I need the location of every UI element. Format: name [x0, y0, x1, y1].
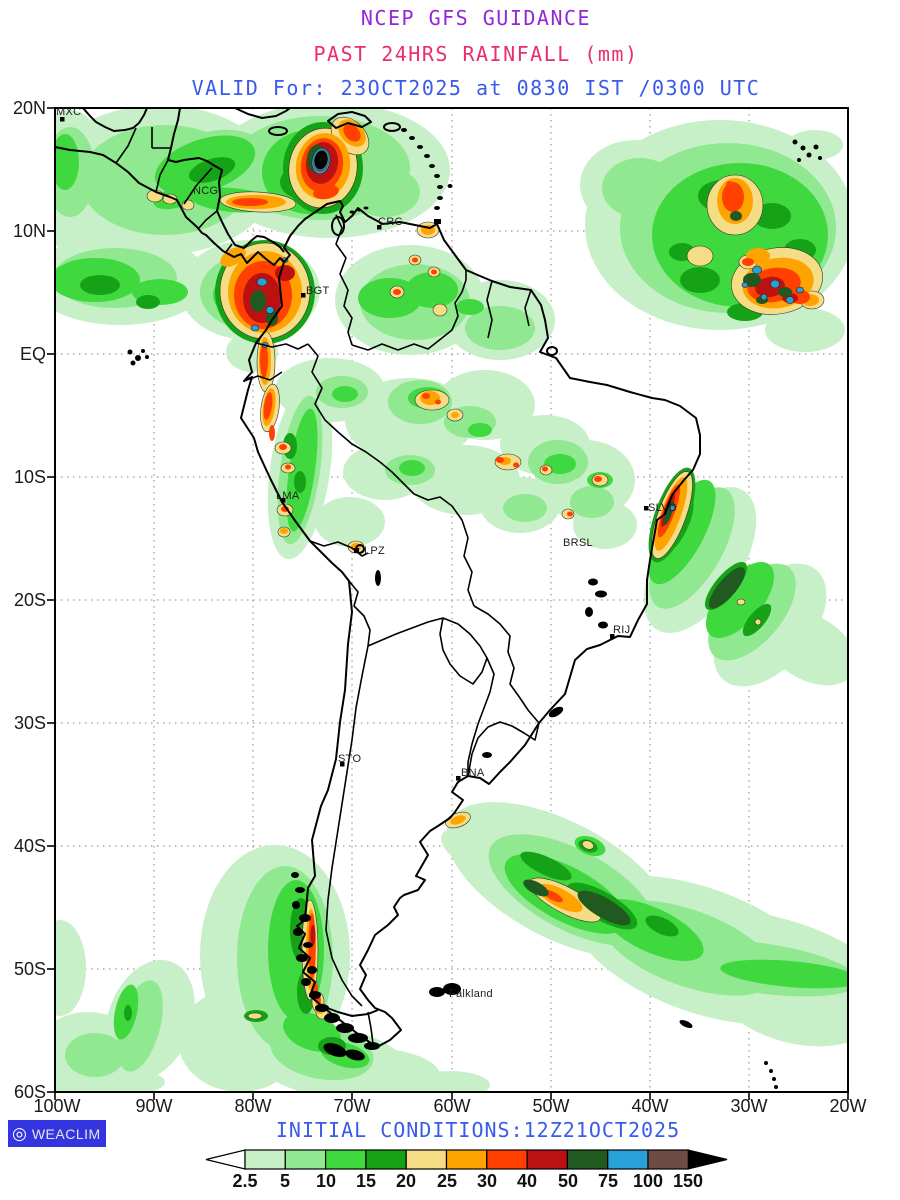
legend-value-30: 30 — [476, 1171, 498, 1191]
hurricane-core — [312, 149, 330, 172]
legend-cell — [445, 1149, 488, 1170]
legend-arrow-right — [687, 1149, 728, 1170]
jamaica — [268, 126, 288, 136]
city-label-brsl: BRSL — [563, 537, 593, 549]
city-label-falkland: Falkland — [449, 988, 493, 1000]
x-tick-60W: 60W — [433, 1096, 471, 1116]
y-tick-50S: 50S — [13, 959, 46, 979]
hispaniola — [327, 111, 372, 129]
city-label-sto: STO — [338, 753, 362, 765]
city-label-ncg: NCG — [193, 185, 219, 197]
legend-arrow-left — [205, 1149, 246, 1170]
city-label-bgt: BGT — [306, 285, 330, 297]
x-tick-70W: 70W — [333, 1096, 371, 1116]
lake-maracaibo — [331, 216, 345, 236]
city-label-mxc: MXC — [56, 106, 82, 118]
legend-cell — [566, 1149, 609, 1170]
legend-cell — [405, 1149, 448, 1170]
magellan-strait — [321, 1005, 379, 1017]
legend-value-25: 25 — [436, 1171, 458, 1191]
city-dots — [60, 117, 649, 781]
legend-cell — [284, 1149, 327, 1170]
y-tick-10S: 10S — [13, 467, 46, 487]
coastlines — [56, 109, 701, 1047]
x-tick-20W: 20W — [829, 1096, 867, 1116]
y-tick-10N: 10N — [12, 221, 46, 241]
city-label-rij: RIJ — [613, 624, 631, 636]
legend-value-75: 75 — [597, 1171, 619, 1191]
y-tick-EQ: EQ — [19, 344, 46, 364]
rainfall-field — [56, 109, 847, 1091]
x-tick-80W: 80W — [234, 1096, 272, 1116]
legend-value-5: 5 — [279, 1171, 290, 1191]
country-borders — [115, 127, 540, 1045]
y-tick-40S: 40S — [13, 836, 46, 856]
gulf-coast — [82, 109, 148, 132]
y-tick-20N: 20N — [12, 98, 46, 118]
south-america-coast — [240, 200, 701, 1047]
logo-circle-icon: ◎ — [12, 1124, 27, 1143]
x-tick-90W: 90W — [135, 1096, 173, 1116]
marajo-island — [546, 346, 558, 356]
weaclim-logo: ◎ WEACLIM — [8, 1120, 106, 1147]
initial-conditions-text: INITIAL CONDITIONS:12Z21OCT2025 — [275, 1118, 681, 1142]
y-tick-30S: 30S — [13, 713, 46, 733]
legend-value-10: 10 — [315, 1171, 337, 1191]
city-label-crc: CRC — [378, 216, 403, 228]
legend-cell — [325, 1149, 367, 1170]
city-label-bna: BNA — [461, 767, 485, 779]
central-america-caribbean — [167, 109, 285, 253]
logo-text: WEACLIM — [31, 1125, 101, 1142]
legend-cell — [365, 1149, 407, 1170]
legend-cell — [647, 1149, 689, 1170]
legend-value-15: 15 — [355, 1171, 377, 1191]
legend-cell — [607, 1149, 649, 1170]
map-frame — [47, 107, 849, 1100]
legend-cell — [486, 1149, 528, 1170]
y-tick-60S: 60S — [13, 1082, 46, 1102]
title-line-1: NCEP GFS GUIDANCE — [360, 6, 592, 30]
legend-cell — [244, 1149, 286, 1170]
islands-and-lakes — [127, 128, 822, 1089]
legend-value-2.5: 2.5 — [232, 1171, 258, 1191]
title-line-3: VALID For: 23OCT2025 at 0830 IST /0300 U… — [191, 76, 761, 100]
legend-value-150: 150 — [672, 1171, 704, 1191]
city-label-slvd: SLVD — [648, 502, 678, 514]
x-tick-30W: 30W — [730, 1096, 768, 1116]
city-label-lma: LMA — [276, 490, 300, 502]
legend-colorbar — [205, 1149, 728, 1170]
x-tick-50W: 50W — [532, 1096, 570, 1116]
legend-value-50: 50 — [557, 1171, 579, 1191]
legend-cell — [526, 1149, 568, 1170]
city-label-lpz: LPZ — [364, 545, 386, 557]
cuba — [234, 109, 291, 119]
legend-value-100: 100 — [632, 1171, 664, 1191]
puerto-rico — [383, 122, 401, 132]
legend-value-20: 20 — [395, 1171, 417, 1191]
title-line-2: PAST 24HRS RAINFALL (mm) — [313, 42, 639, 66]
x-tick-100W: 100W — [33, 1096, 81, 1116]
y-tick-20S: 20S — [13, 590, 46, 610]
legend-value-40: 40 — [516, 1171, 538, 1191]
x-tick-40W: 40W — [631, 1096, 669, 1116]
